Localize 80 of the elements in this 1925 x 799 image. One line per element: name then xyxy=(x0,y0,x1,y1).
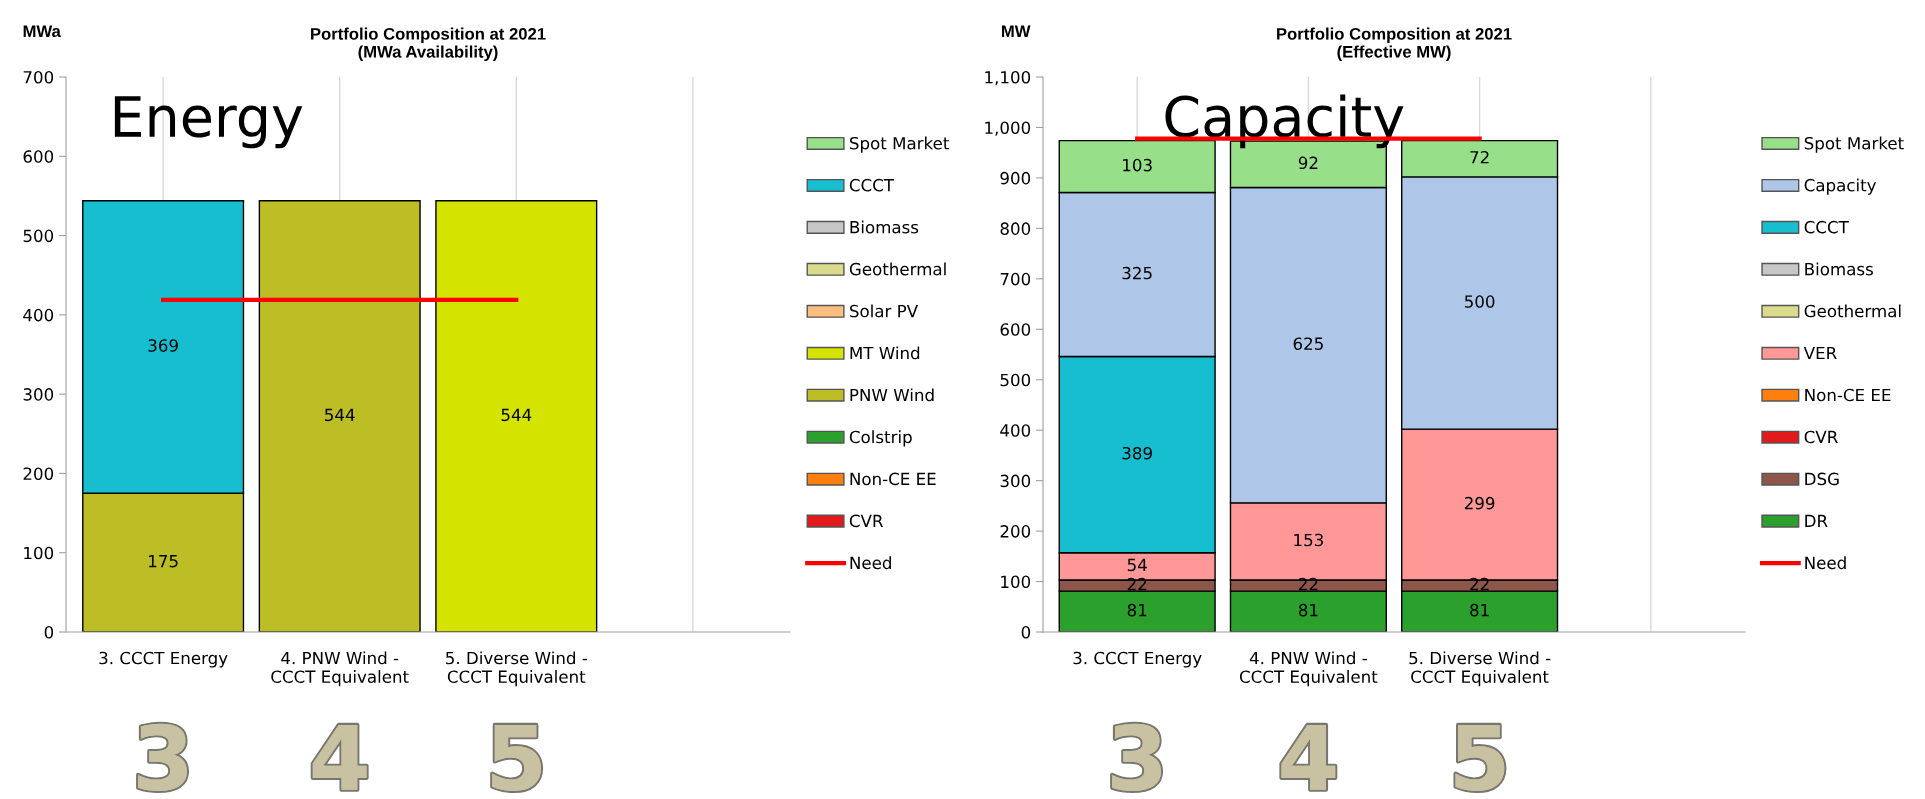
y-tick-label: 0 xyxy=(1021,625,1031,639)
chart-title: Portfolio Composition at 2021 (Effective MW) xyxy=(1277,27,1512,62)
data-label: 22 xyxy=(1299,577,1318,591)
data-label: 175 xyxy=(149,555,178,568)
y-tick-label: 1,000 xyxy=(985,121,1031,136)
legend-label: CVR xyxy=(1804,430,1838,444)
annotation: Capacity xyxy=(1165,94,1404,149)
annotation: Energy xyxy=(114,96,303,149)
y-tick-label: 700 xyxy=(1000,272,1031,286)
x-tick-label: 3. CCCT Energy xyxy=(99,651,228,668)
data-label: 81 xyxy=(1298,603,1318,617)
data-label: 92 xyxy=(1298,156,1318,170)
legend-label: CVR xyxy=(849,514,884,528)
legend-label: Non-CE EE xyxy=(1805,388,1891,402)
legend-label: DSG xyxy=(1805,472,1839,486)
y-tick-label: 700 xyxy=(23,70,54,84)
data-label: 325 xyxy=(1122,266,1152,280)
x-tick-label: 3. CCCT Energy xyxy=(1073,651,1202,668)
text: 5 xyxy=(492,724,542,791)
y-tick-label: 800 xyxy=(1000,222,1031,235)
legend-label: CCCT xyxy=(1804,220,1849,234)
legend-label: Spot Market xyxy=(850,136,949,153)
y-tick-label: 500 xyxy=(23,229,54,243)
data-label: 544 xyxy=(501,408,532,422)
x-tick-label: 5. Diverse Wind - CCCT Equivalent xyxy=(446,651,588,687)
legend-label: Colstrip xyxy=(849,430,912,447)
x-tick-label: 4. PNW Wind - CCCT Equivalent xyxy=(1239,651,1378,687)
legend-label: Non-CE EE xyxy=(850,472,936,486)
y-tick-label: 1,100 xyxy=(985,70,1031,86)
legend-label: Need xyxy=(850,556,891,570)
y-tick-label: 400 xyxy=(23,308,54,322)
data-label: 544 xyxy=(325,408,355,422)
legend-label: DR xyxy=(1805,514,1828,527)
y-tick-label: 300 xyxy=(23,388,54,401)
y-tick-label: 200 xyxy=(23,467,54,480)
data-label: 369 xyxy=(148,339,178,352)
data-label: 54 xyxy=(1127,558,1147,572)
y-tick-label: 400 xyxy=(1000,424,1031,437)
y-tick-label: 100 xyxy=(24,546,54,560)
legend-label: Geothermal xyxy=(1804,304,1901,318)
data-label: 153 xyxy=(1294,533,1323,547)
legend-label: Biomass xyxy=(850,220,919,234)
data-label: 22 xyxy=(1127,577,1147,591)
data-label: 500 xyxy=(1464,295,1495,308)
legend-label: VER xyxy=(1803,346,1837,360)
legend-label: MT Wind xyxy=(850,346,920,360)
x-tick-label: 5. Diverse Wind - CCCT Equivalent xyxy=(1409,651,1551,687)
legend-label: Capacity xyxy=(1804,178,1877,195)
data-label: 22 xyxy=(1470,577,1489,591)
y-axis-title: MW xyxy=(1001,25,1031,37)
text: 5 xyxy=(1455,724,1505,791)
data-label: 389 xyxy=(1122,446,1152,460)
legend-label: PNW Wind xyxy=(850,388,934,402)
legend-label: Need xyxy=(1805,556,1846,570)
y-tick-label: 900 xyxy=(1000,171,1031,185)
y-tick-label: 0 xyxy=(44,625,54,639)
y-tick-label: 600 xyxy=(1000,323,1031,336)
legend-label: Biomass xyxy=(1805,262,1873,276)
y-axis-title: MWa xyxy=(23,25,61,38)
x-tick-label: 4. PNW Wind - CCCT Equivalent xyxy=(271,651,409,687)
legend-label: CCCT xyxy=(849,178,895,192)
data-label: 72 xyxy=(1470,150,1489,164)
chart-title: Portfolio Composition at 2021 (MWa Availability) xyxy=(311,27,546,62)
text: 4 xyxy=(1281,724,1336,790)
data-label: 81 xyxy=(1127,603,1147,617)
legend-label: Spot Market xyxy=(1804,136,1904,153)
text: 3 xyxy=(138,723,187,791)
y-tick-label: 500 xyxy=(1000,373,1031,387)
y-tick-label: 100 xyxy=(1001,575,1031,589)
text: 3 xyxy=(1112,723,1162,791)
data-label: 81 xyxy=(1470,603,1489,617)
data-label: 103 xyxy=(1123,158,1152,172)
data-label: 625 xyxy=(1293,337,1323,350)
legend-label: Geothermal xyxy=(849,262,946,276)
legend-label: Solar PV xyxy=(850,304,918,318)
y-tick-label: 200 xyxy=(1000,525,1031,538)
data-label: 299 xyxy=(1464,496,1495,510)
y-tick-label: 300 xyxy=(1000,474,1031,488)
text: 4 xyxy=(312,724,367,790)
y-tick-label: 600 xyxy=(23,150,54,163)
